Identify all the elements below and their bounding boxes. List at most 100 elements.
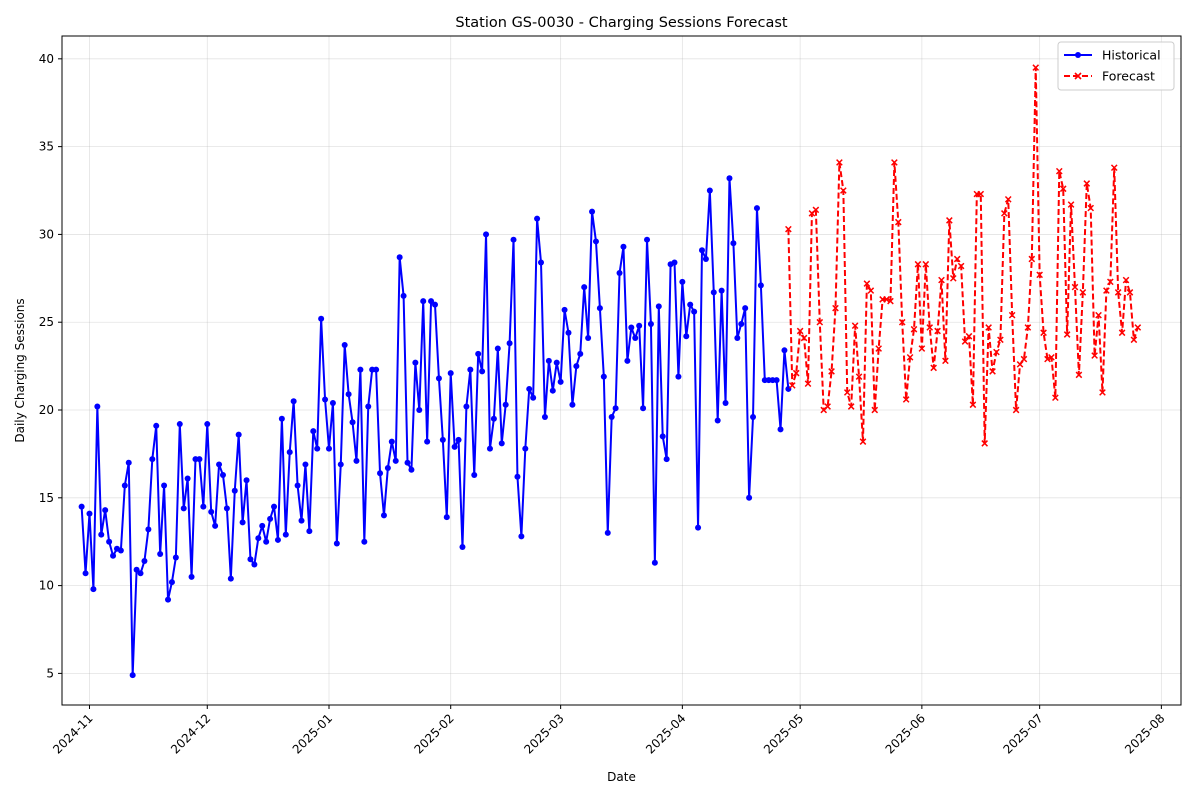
data-point bbox=[498, 440, 505, 447]
data-point bbox=[608, 414, 615, 421]
data-point bbox=[855, 373, 863, 380]
data-point bbox=[781, 347, 788, 354]
data-point bbox=[1036, 271, 1043, 279]
data-point bbox=[259, 522, 266, 529]
data-point bbox=[337, 461, 344, 468]
data-point bbox=[565, 329, 572, 336]
data-point bbox=[322, 396, 329, 403]
data-point bbox=[750, 414, 757, 421]
data-point bbox=[718, 287, 725, 294]
data-point bbox=[993, 348, 1000, 356]
data-point bbox=[965, 332, 973, 340]
data-point bbox=[851, 322, 859, 330]
chart-title: Station GS-0030 - Charging Sessions Fore… bbox=[455, 15, 787, 31]
data-point bbox=[361, 538, 368, 545]
data-point bbox=[278, 415, 285, 422]
data-point bbox=[165, 596, 172, 603]
data-point bbox=[777, 426, 784, 433]
data-point bbox=[1075, 371, 1083, 379]
data-point bbox=[86, 510, 93, 517]
data-point bbox=[1052, 394, 1059, 402]
data-point bbox=[204, 421, 211, 428]
data-point bbox=[318, 315, 325, 322]
data-point bbox=[914, 260, 922, 268]
data-point bbox=[1008, 311, 1016, 319]
data-point bbox=[538, 259, 545, 266]
data-point bbox=[459, 543, 466, 550]
data-point bbox=[1067, 201, 1075, 208]
data-point bbox=[522, 445, 529, 452]
data-point bbox=[604, 529, 611, 536]
data-point bbox=[82, 570, 89, 577]
data-point bbox=[510, 236, 517, 243]
data-point bbox=[577, 350, 584, 357]
data-point bbox=[828, 368, 835, 375]
legend-historical-label: Historical bbox=[1102, 48, 1161, 63]
data-point bbox=[306, 528, 313, 535]
data-point bbox=[910, 325, 918, 333]
data-point bbox=[934, 327, 941, 335]
data-point bbox=[239, 519, 246, 526]
data-point bbox=[129, 672, 136, 679]
data-point bbox=[1106, 278, 1114, 286]
y-tick-label: 30 bbox=[39, 227, 54, 241]
data-point bbox=[294, 482, 301, 489]
data-point bbox=[219, 471, 226, 478]
data-point bbox=[530, 394, 537, 401]
data-point bbox=[946, 217, 953, 224]
x-axis-label: Date bbox=[607, 770, 636, 784]
data-point bbox=[773, 377, 780, 384]
legend-forecast-marker bbox=[1074, 72, 1082, 80]
data-point bbox=[1103, 287, 1110, 294]
data-point bbox=[255, 535, 262, 542]
data-point bbox=[722, 399, 729, 406]
data-point bbox=[726, 175, 733, 182]
data-point bbox=[227, 575, 234, 582]
data-point bbox=[557, 378, 564, 385]
data-point bbox=[902, 396, 910, 403]
data-point bbox=[753, 205, 760, 212]
data-point bbox=[78, 503, 85, 510]
data-point bbox=[612, 405, 619, 412]
data-point bbox=[121, 482, 128, 489]
data-point bbox=[569, 401, 576, 408]
data-point bbox=[961, 338, 969, 345]
data-point bbox=[341, 342, 348, 349]
data-point bbox=[1126, 289, 1134, 296]
data-point bbox=[942, 357, 949, 365]
data-point bbox=[176, 421, 183, 428]
data-point bbox=[1118, 329, 1126, 337]
data-point bbox=[1099, 389, 1106, 396]
data-point bbox=[891, 159, 898, 166]
data-point bbox=[898, 318, 906, 326]
data-point bbox=[518, 533, 525, 540]
data-point bbox=[1028, 255, 1036, 263]
data-point bbox=[624, 357, 631, 364]
data-point bbox=[380, 512, 387, 519]
data-point bbox=[832, 304, 839, 312]
data-point bbox=[117, 547, 124, 554]
data-point bbox=[714, 417, 721, 424]
data-point bbox=[871, 406, 879, 414]
data-point bbox=[149, 456, 156, 463]
series-layer bbox=[78, 64, 1142, 679]
data-point bbox=[894, 218, 902, 226]
data-point bbox=[1063, 331, 1071, 338]
data-point bbox=[314, 445, 321, 452]
data-point bbox=[636, 322, 643, 329]
data-point bbox=[651, 559, 658, 566]
y-tick-label: 25 bbox=[39, 315, 54, 329]
data-point bbox=[1114, 289, 1122, 296]
data-point bbox=[1059, 185, 1067, 193]
data-point bbox=[373, 366, 380, 373]
data-point bbox=[785, 225, 792, 233]
data-point bbox=[282, 531, 289, 538]
data-point bbox=[746, 494, 753, 501]
data-point bbox=[400, 292, 407, 299]
data-point bbox=[377, 470, 384, 477]
data-point bbox=[675, 373, 682, 380]
plot-frame bbox=[61, 35, 1182, 706]
data-point bbox=[428, 298, 435, 305]
data-point bbox=[1087, 204, 1095, 212]
